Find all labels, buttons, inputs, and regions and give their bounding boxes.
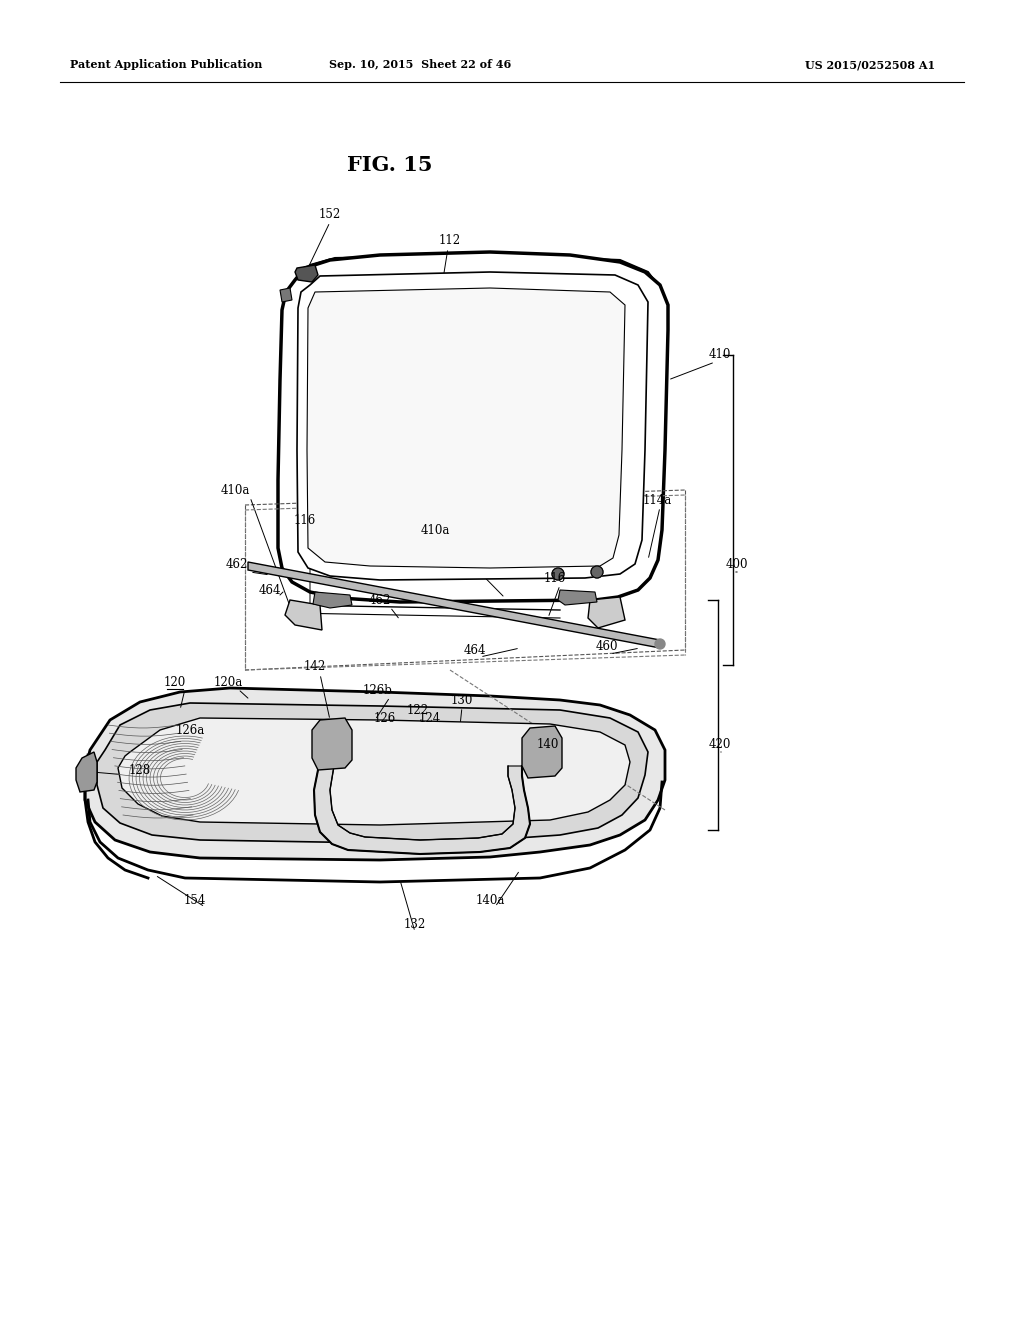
- Text: Sep. 10, 2015  Sheet 22 of 46: Sep. 10, 2015 Sheet 22 of 46: [329, 59, 511, 70]
- Text: 464: 464: [464, 644, 486, 656]
- Text: 122: 122: [407, 704, 429, 717]
- Text: 462: 462: [369, 594, 391, 606]
- Text: 140: 140: [537, 738, 559, 751]
- Polygon shape: [76, 752, 97, 792]
- Text: 142: 142: [304, 660, 326, 673]
- Text: 460: 460: [596, 640, 618, 653]
- Polygon shape: [295, 265, 318, 282]
- Polygon shape: [313, 591, 352, 609]
- Polygon shape: [248, 562, 660, 648]
- Text: 152: 152: [318, 209, 341, 222]
- Text: 120a: 120a: [213, 676, 243, 689]
- Polygon shape: [118, 718, 630, 825]
- Text: 462: 462: [226, 558, 248, 572]
- Polygon shape: [312, 718, 352, 770]
- Circle shape: [591, 566, 603, 578]
- Text: 132: 132: [403, 919, 426, 932]
- Text: 124: 124: [419, 711, 441, 725]
- Text: 116: 116: [294, 513, 316, 527]
- Circle shape: [655, 639, 665, 649]
- Text: 410a: 410a: [220, 483, 250, 496]
- Text: 130: 130: [451, 693, 473, 706]
- Polygon shape: [297, 272, 648, 579]
- Text: 114a: 114a: [642, 494, 672, 507]
- Polygon shape: [588, 597, 625, 628]
- Polygon shape: [278, 252, 668, 602]
- Text: 420: 420: [709, 738, 731, 751]
- Polygon shape: [280, 288, 292, 302]
- Text: 154: 154: [184, 894, 206, 907]
- Text: 120: 120: [164, 676, 186, 689]
- Polygon shape: [284, 255, 663, 598]
- Polygon shape: [558, 590, 597, 605]
- Text: FIG. 15: FIG. 15: [347, 154, 433, 176]
- Text: 126b: 126b: [364, 684, 393, 697]
- Text: 140a: 140a: [475, 894, 505, 907]
- Polygon shape: [314, 758, 530, 854]
- Circle shape: [552, 568, 564, 579]
- Text: 128: 128: [129, 763, 152, 776]
- Polygon shape: [285, 601, 322, 630]
- Polygon shape: [522, 726, 562, 777]
- Text: 464: 464: [259, 583, 282, 597]
- Text: 112: 112: [439, 234, 461, 247]
- Text: 116: 116: [544, 572, 566, 585]
- Polygon shape: [97, 704, 648, 843]
- Text: 410a: 410a: [420, 524, 450, 536]
- Text: 126a: 126a: [175, 723, 205, 737]
- Text: US 2015/0252508 A1: US 2015/0252508 A1: [805, 59, 935, 70]
- Text: 410: 410: [709, 348, 731, 362]
- Text: 126: 126: [374, 711, 396, 725]
- Polygon shape: [85, 688, 665, 861]
- Polygon shape: [307, 288, 625, 568]
- Text: 400: 400: [726, 558, 749, 572]
- Text: Patent Application Publication: Patent Application Publication: [70, 59, 262, 70]
